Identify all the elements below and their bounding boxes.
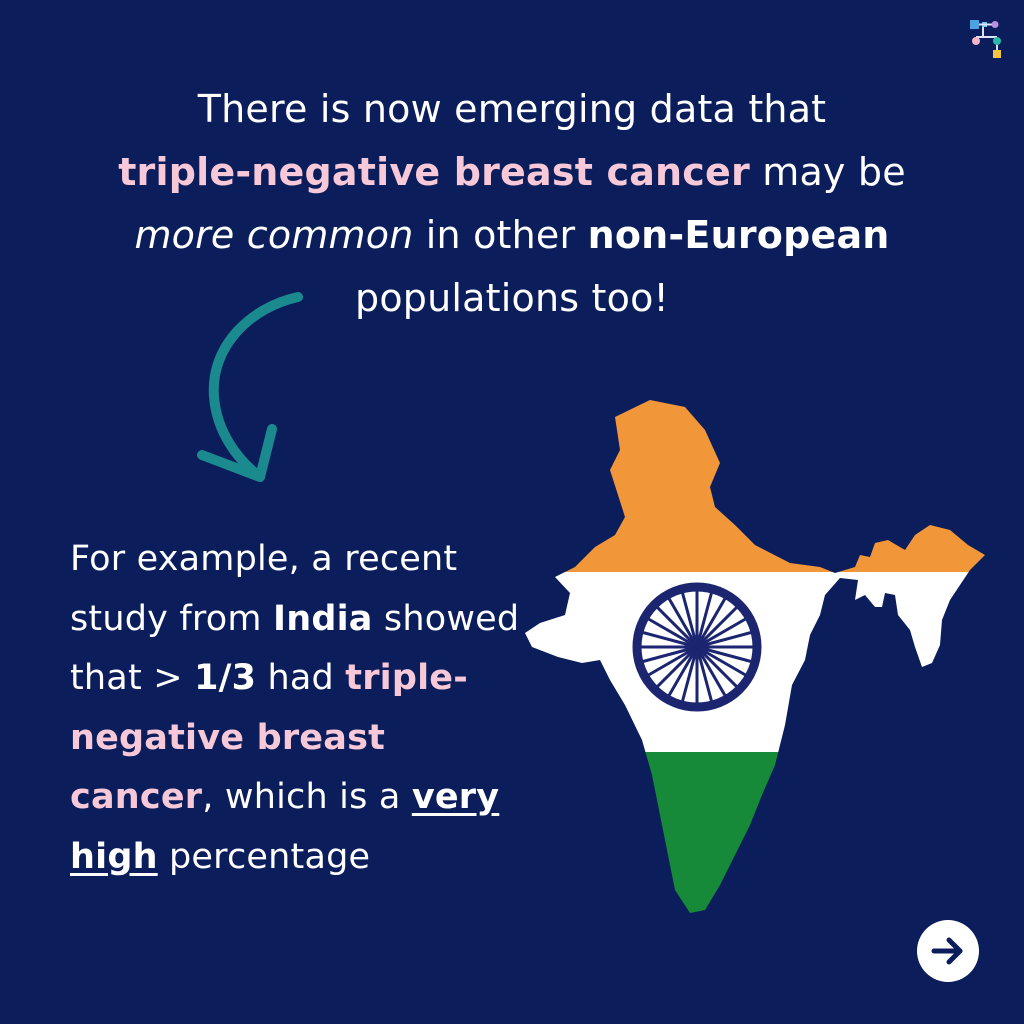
headline-text-3: in other	[413, 213, 588, 257]
headline-bold: non-European	[587, 213, 890, 257]
body-underlined: very high	[70, 777, 500, 877]
body-text-2: showed that >	[70, 598, 520, 699]
body-highlight: triple-negative breast cancer	[70, 658, 468, 817]
body-text-1: For example, a recent study from	[70, 539, 458, 639]
headline: There is now emerging data that triple-n…	[80, 78, 944, 330]
curved-arrow-icon	[190, 285, 310, 499]
body-fraction: 1/3	[194, 658, 257, 698]
headline-line-1: There is now emerging data that	[197, 87, 827, 131]
body-text-5: percentage	[157, 836, 371, 877]
brand-logo-icon	[968, 18, 1004, 66]
ashoka-chakra-icon	[632, 582, 762, 712]
headline-italic: more common	[134, 213, 414, 257]
headline-highlight: triple-negative breast cancer	[118, 150, 750, 194]
body-text: For example, a recent study from India s…	[70, 530, 530, 887]
body-text-4: , which is a	[202, 777, 412, 817]
india-flag-map-icon	[520, 395, 1000, 929]
body-text-3: had	[256, 658, 346, 698]
next-button[interactable]	[917, 920, 979, 982]
headline-line-4: populations too!	[355, 276, 669, 320]
headline-text-2: may be	[749, 150, 906, 194]
arrow-right-icon	[931, 937, 963, 965]
body-country: India	[272, 598, 373, 639]
